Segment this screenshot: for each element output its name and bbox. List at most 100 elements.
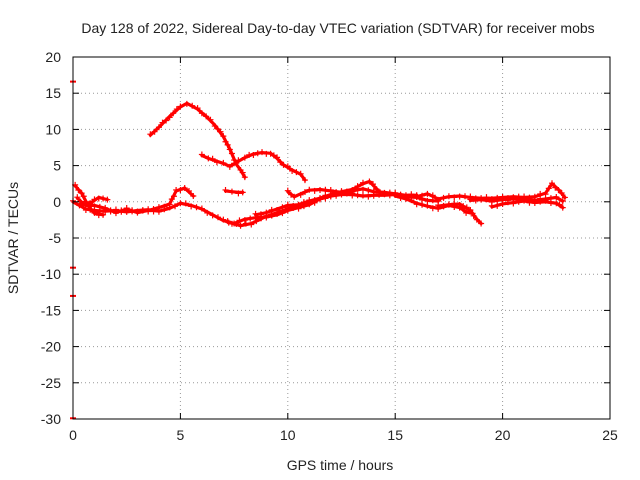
data-point [478, 196, 485, 203]
data-point [151, 128, 158, 135]
data-point [301, 189, 308, 196]
data-point [173, 106, 180, 113]
data-point [233, 220, 240, 227]
data-point [392, 192, 399, 199]
y-tick-label: -20 [41, 339, 61, 355]
data-point [306, 197, 313, 204]
data-point [322, 186, 329, 193]
data-point [297, 191, 304, 198]
data-point [270, 152, 277, 159]
data-point [284, 201, 291, 208]
data-point [499, 200, 506, 207]
data-point [553, 193, 560, 200]
data-point [161, 203, 168, 210]
data-point [277, 159, 284, 166]
y-tick-label: -25 [41, 375, 61, 391]
x-axis-ticks: 0 5 10 15 20 25 [69, 57, 618, 443]
data-point [526, 199, 533, 206]
x-tick-label: 10 [280, 427, 296, 443]
x-tick-label: 20 [495, 427, 511, 443]
data-point [166, 114, 173, 121]
data-point [252, 210, 259, 217]
data-point [327, 192, 334, 199]
data-point [231, 160, 238, 167]
data-point [366, 178, 373, 185]
data-point [408, 191, 415, 198]
data-point [289, 167, 296, 174]
data-point [239, 169, 246, 176]
data-point [268, 206, 275, 213]
data-point [552, 184, 559, 191]
y-tick-label: -10 [41, 266, 61, 282]
data-point [555, 186, 562, 193]
data-point [284, 187, 291, 194]
data-point [561, 194, 568, 201]
x-tick-label: 5 [177, 427, 185, 443]
data-point [297, 170, 304, 177]
data-point [193, 204, 200, 211]
data-point [183, 100, 190, 107]
data-points [70, 80, 568, 420]
data-point [163, 117, 170, 124]
y-axis-label: SDTVAR / TECUs [5, 182, 21, 294]
data-point [467, 196, 474, 203]
data-point [333, 189, 340, 196]
data-point [451, 200, 458, 207]
data-point [290, 203, 297, 210]
data-point [150, 206, 157, 213]
data-point [306, 186, 313, 193]
data-point [242, 220, 249, 227]
data-point [263, 209, 270, 216]
grid-lines [73, 57, 610, 419]
data-point [472, 197, 479, 204]
data-point [177, 186, 184, 193]
data-point [100, 195, 107, 202]
data-point [445, 193, 452, 200]
data-point [338, 189, 345, 196]
data-point [259, 149, 266, 156]
data-point [510, 200, 517, 207]
data-point [402, 195, 409, 202]
data-point [558, 189, 565, 196]
data-point [322, 192, 329, 199]
data-point [209, 212, 216, 219]
data-point [226, 163, 233, 170]
data-point [365, 187, 372, 194]
data-point [397, 194, 404, 201]
data-point [291, 193, 298, 200]
data-point [424, 202, 431, 209]
data-point [91, 209, 98, 216]
data-point [188, 203, 195, 210]
data-point [494, 197, 501, 204]
data-point [274, 154, 281, 161]
data-point [279, 204, 286, 211]
data-point [241, 217, 248, 224]
data-point [419, 192, 426, 199]
data-point [473, 216, 480, 223]
data-point [203, 113, 210, 120]
data-point [236, 217, 243, 224]
data-point [463, 209, 470, 216]
data-point [542, 191, 549, 198]
data-point [365, 193, 372, 200]
data-point [494, 202, 501, 209]
data-point [220, 133, 227, 140]
data-point [190, 193, 197, 200]
data-point [293, 169, 300, 176]
y-axis-ticks: 20 15 10 5 0 -5 -10 -15 -20 -25 -30 [41, 49, 610, 427]
data-point [91, 196, 98, 203]
data-point [211, 123, 218, 130]
data-point [194, 105, 201, 112]
y-tick-label: 10 [45, 121, 61, 137]
data-point [553, 200, 560, 207]
data-point [220, 216, 227, 223]
data-point [549, 180, 556, 187]
x-tick-label: 0 [69, 427, 77, 443]
y-tick-label: 20 [45, 49, 61, 65]
data-point [515, 198, 522, 205]
y-tick-label: -5 [49, 230, 62, 246]
data-point [224, 218, 231, 225]
data-point [228, 188, 235, 195]
data-point [88, 206, 95, 213]
